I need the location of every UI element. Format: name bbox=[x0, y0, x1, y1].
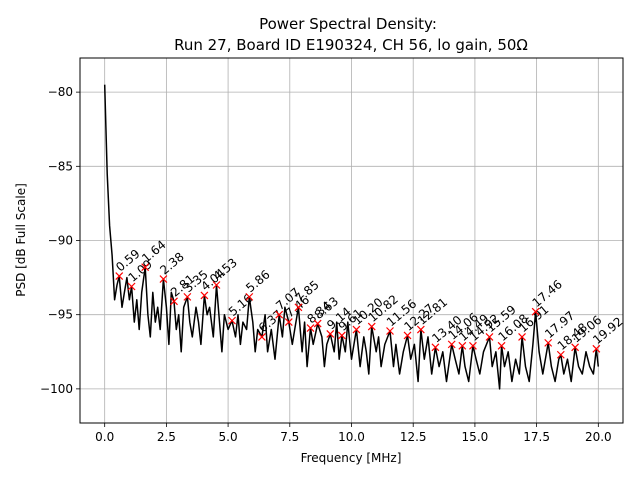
x-tick-label: 15.0 bbox=[462, 430, 489, 444]
peak-marker bbox=[367, 322, 376, 331]
peak-marker bbox=[228, 316, 236, 325]
peak-marker bbox=[544, 338, 553, 347]
peak-marker bbox=[159, 275, 168, 284]
peak-marker bbox=[326, 330, 335, 338]
y-axis: −100 −95 −90 −85 −80 bbox=[40, 85, 80, 396]
peak-marker bbox=[245, 292, 254, 301]
x-tick-label: 2.5 bbox=[157, 430, 176, 444]
y-tick-label: −85 bbox=[48, 159, 73, 173]
x-tick-label: 17.5 bbox=[523, 430, 550, 444]
peak-marker bbox=[141, 263, 150, 272]
peak-marker bbox=[447, 340, 456, 349]
x-axis: 0.0 2.5 5.0 7.5 10.0 12.5 15.0 17.5 20.0 bbox=[95, 423, 612, 444]
peak-marker bbox=[431, 343, 440, 352]
y-tick-label: −95 bbox=[48, 308, 73, 322]
peak-marker bbox=[416, 325, 425, 334]
psd-line bbox=[103, 84, 600, 390]
peak-marker bbox=[284, 318, 293, 327]
peak-marker bbox=[497, 341, 506, 350]
peak-marker bbox=[458, 341, 467, 350]
peak-marker bbox=[294, 303, 303, 312]
peak-marker bbox=[275, 310, 284, 319]
peak-marker bbox=[257, 333, 266, 341]
y-tick-label: −90 bbox=[48, 234, 73, 248]
peak-marker bbox=[571, 343, 580, 352]
x-tick-label: 12.5 bbox=[400, 430, 427, 444]
y-axis-label: PSD [dB Full Scale] bbox=[14, 183, 28, 297]
x-tick-label: 10.0 bbox=[338, 430, 365, 444]
x-axis-label: Frequency [MHz] bbox=[301, 451, 402, 465]
peak-marker bbox=[200, 291, 209, 300]
peak-marker bbox=[469, 341, 477, 350]
peak-marker bbox=[531, 307, 540, 316]
chart-title-line2: Run 27, Board ID E190324, CH 56, lo gain… bbox=[174, 36, 528, 54]
peak-marker bbox=[212, 281, 221, 289]
peak-marker bbox=[306, 324, 315, 332]
peak-marker bbox=[313, 319, 322, 328]
y-tick-label: −80 bbox=[48, 85, 73, 99]
peak-marker bbox=[403, 331, 412, 340]
chart-title-line1: Power Spectral Density: bbox=[259, 15, 437, 33]
peak-marker bbox=[170, 297, 178, 306]
peak-marker bbox=[518, 333, 526, 341]
y-tick-label: −100 bbox=[40, 382, 73, 396]
peak-marker bbox=[115, 272, 124, 281]
peak-marker bbox=[183, 292, 192, 301]
x-tick-label: 5.0 bbox=[219, 430, 238, 444]
peak-marker bbox=[556, 350, 565, 359]
x-tick-label: 20.0 bbox=[585, 430, 612, 444]
peak-marker bbox=[127, 282, 136, 291]
peak-marker bbox=[337, 331, 346, 340]
peak-marker bbox=[592, 344, 601, 353]
peak-marker bbox=[352, 325, 361, 334]
peak-marker bbox=[386, 327, 394, 335]
x-tick-label: 0.0 bbox=[95, 430, 114, 444]
peak-marker bbox=[485, 333, 494, 341]
x-tick-label: 7.5 bbox=[280, 430, 299, 444]
